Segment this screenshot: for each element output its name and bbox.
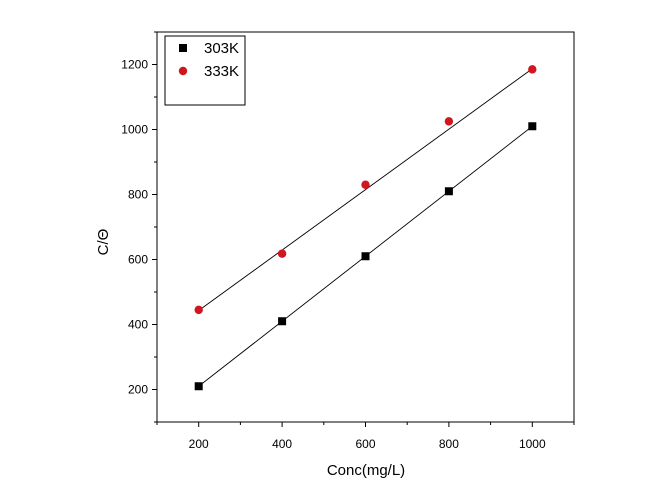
y-axis: 200 400 600 800 1000 1200 [121,31,157,423]
legend-box [164,35,246,106]
x-tick-label: 400 [272,437,292,451]
point-303K [361,252,370,261]
legend-label-303K: 303K [204,40,239,57]
legend-marker-333K [178,66,188,76]
fit-lines [198,68,533,387]
x-tick-label: 200 [189,437,209,451]
y-tick-label: 200 [128,383,148,397]
data-points [194,65,537,391]
x-tick-label: 800 [439,437,459,451]
legend-label-333K: 333K [204,63,239,80]
point-333K [361,180,370,189]
x-tick-label: 600 [355,437,375,451]
y-tick-label: 1200 [121,58,148,72]
point-303K [444,187,453,196]
point-303K [278,317,287,326]
legend: 303K 333K [164,35,246,106]
point-333K [528,65,537,74]
point-303K [194,382,203,391]
y-tick-label: 400 [128,318,148,332]
x-axis-title: Conc(mg/L) [327,462,405,479]
x-tick-label: 1000 [519,437,546,451]
point-303K [528,122,537,131]
y-axis-title: C/Θ [95,229,112,256]
x-axis: 200 400 600 800 1000 [156,422,575,451]
y-tick-label: 1000 [121,123,148,137]
point-333K [277,249,287,258]
legend-marker-303K [179,44,187,52]
y-tick-label: 800 [128,188,148,202]
fit-line-333K [198,68,533,311]
point-333K [444,117,454,126]
y-tick-label: 600 [128,253,148,267]
point-333K [194,305,203,315]
